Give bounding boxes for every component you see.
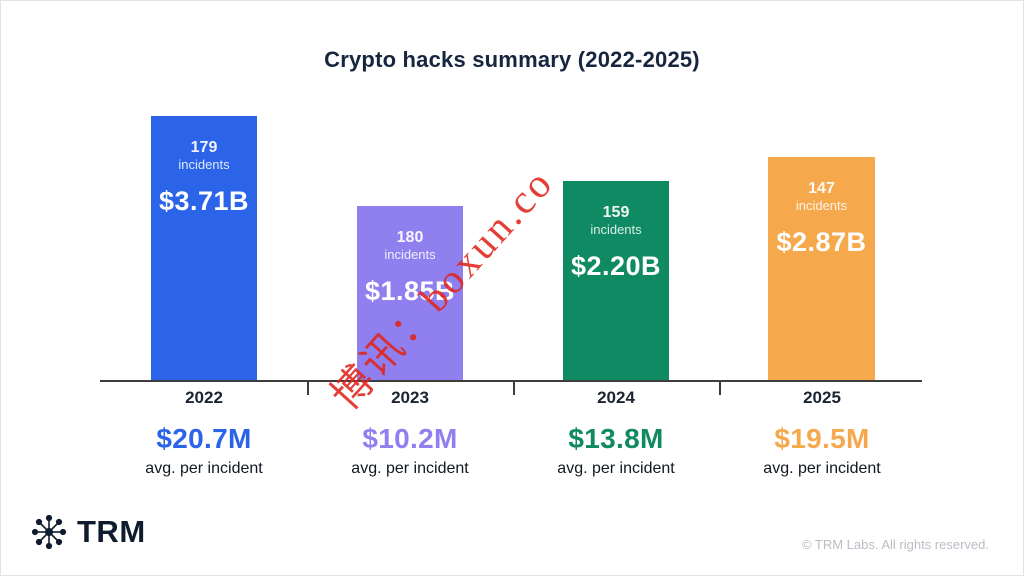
year-label-2024: 2024 xyxy=(597,388,635,407)
incident-word-2022: incidents xyxy=(178,157,230,173)
avg-value-2025: $19.5M xyxy=(774,423,870,454)
x-axis-tick xyxy=(307,382,309,395)
avg-caption-2022: avg. per incident xyxy=(145,460,263,477)
year-label-2022: 2022 xyxy=(185,388,223,407)
column-labels-2023: 2023 $10.2M avg. per incident xyxy=(307,388,513,478)
bar-2023: 180 incidents $1.85B xyxy=(357,206,463,381)
trm-logo: TRM xyxy=(29,512,146,552)
year-label-2023: 2023 xyxy=(391,388,429,407)
incident-count-2024: 159 xyxy=(602,204,630,221)
bar-2025: 147 incidents $2.87B xyxy=(768,157,875,381)
chart-title: Crypto hacks summary (2022-2025) xyxy=(324,47,700,72)
avg-caption-2023: avg. per incident xyxy=(351,460,469,477)
total-value-2025: $2.87B xyxy=(776,226,867,257)
avg-caption-2024: avg. per incident xyxy=(557,460,675,477)
trm-brand-name: TRM xyxy=(77,514,146,549)
avg-value-2022: $20.7M xyxy=(156,423,252,454)
x-axis-line xyxy=(100,380,922,382)
incident-count-2022: 179 xyxy=(190,139,218,156)
incident-count-2025: 147 xyxy=(808,180,835,197)
incident-count-2023: 180 xyxy=(396,229,424,246)
incident-word-2023: incidents xyxy=(384,247,436,263)
x-axis-tick xyxy=(719,382,721,395)
total-value-2024: $2.20B xyxy=(570,250,662,281)
column-labels-2024: 2024 $13.8M avg. per incident xyxy=(513,388,719,478)
avg-caption-2025: avg. per incident xyxy=(763,460,881,477)
total-value-2023: $1.85B xyxy=(364,275,456,306)
total-value-2022: $3.71B xyxy=(158,185,250,216)
column-labels-2022: 2022 $20.7M avg. per incident xyxy=(101,388,307,478)
x-axis-tick xyxy=(513,382,515,395)
incident-word-2024: incidents xyxy=(590,222,642,238)
bar-2022: 179 incidents $3.71B xyxy=(151,116,257,381)
trm-network-icon xyxy=(31,514,67,550)
year-label-2025: 2025 xyxy=(803,388,841,407)
copyright-text: © TRM Labs. All rights reserved. xyxy=(801,537,989,552)
avg-value-2024: $13.8M xyxy=(568,423,664,454)
avg-value-2023: $10.2M xyxy=(362,423,458,454)
column-labels-2025: 2025 $19.5M avg. per incident xyxy=(719,388,925,478)
bar-2024: 159 incidents $2.20B xyxy=(563,181,669,381)
incident-word-2025: incidents xyxy=(795,198,848,214)
